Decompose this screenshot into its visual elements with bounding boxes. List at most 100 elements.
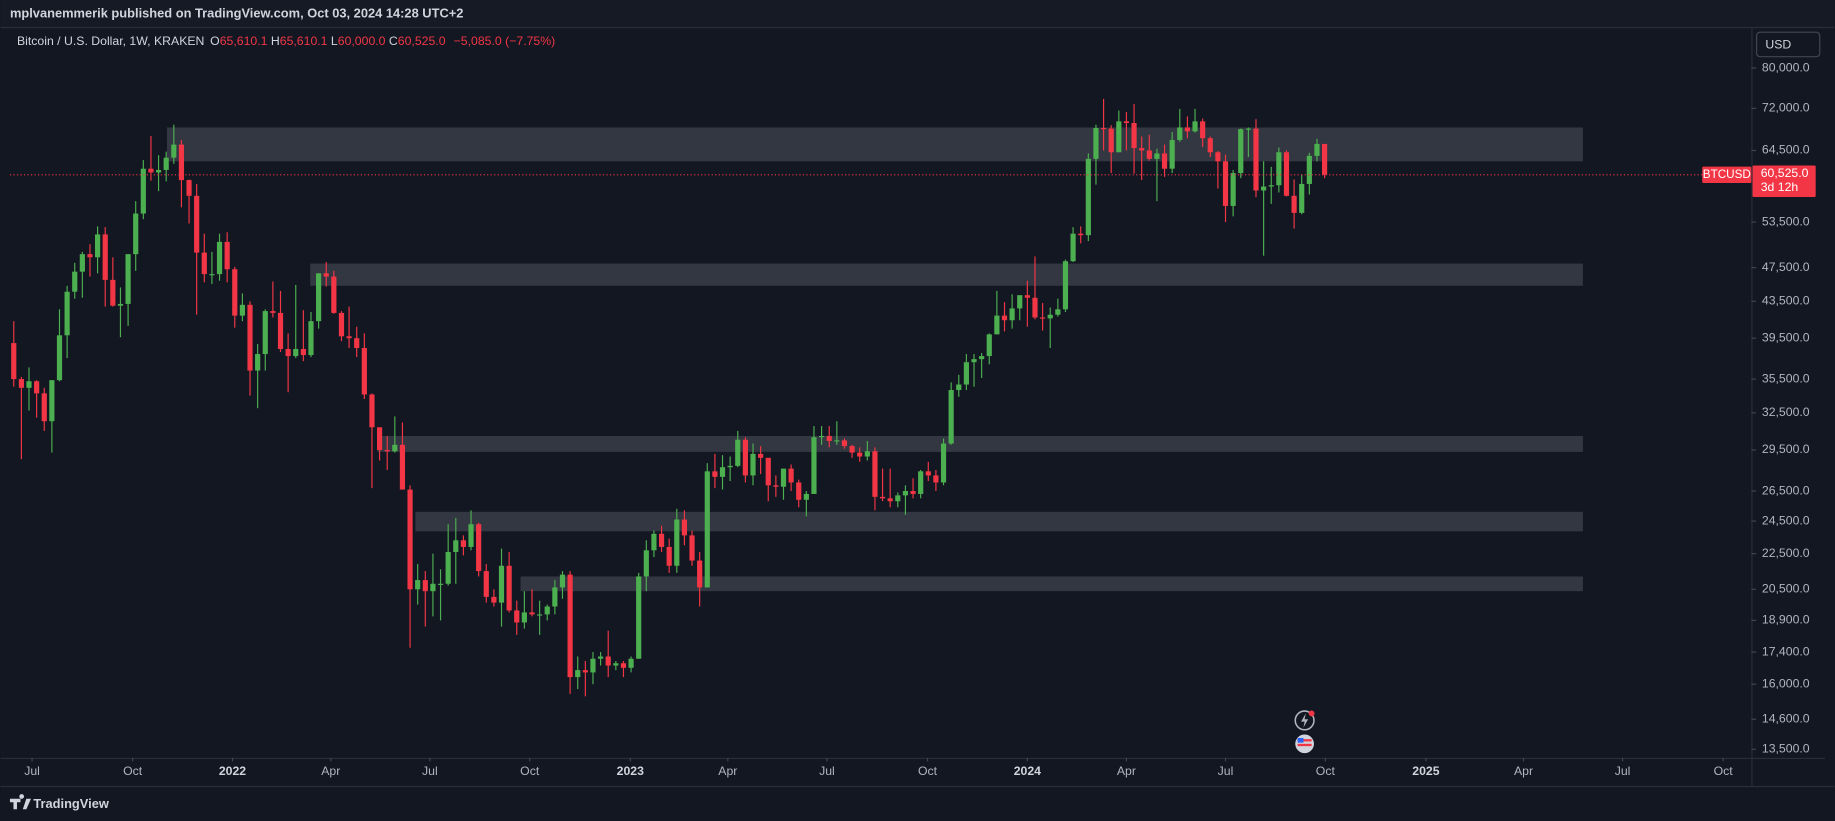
candle-body bbox=[239, 304, 245, 316]
candle-body bbox=[361, 348, 367, 395]
candle-body bbox=[148, 168, 154, 173]
candle-body bbox=[765, 457, 771, 486]
candle-body bbox=[1184, 127, 1190, 132]
x-tick-label: Apr bbox=[1514, 764, 1533, 778]
candle-body bbox=[1230, 173, 1236, 206]
candle-body bbox=[133, 213, 139, 255]
candle-body bbox=[247, 304, 253, 371]
candle-body bbox=[1154, 153, 1160, 159]
candle-body bbox=[849, 446, 855, 453]
candle-body bbox=[445, 551, 451, 584]
candle-body bbox=[1055, 309, 1061, 315]
candle-body bbox=[392, 444, 398, 452]
candle-body bbox=[902, 491, 909, 496]
currency-label[interactable]: USD bbox=[1765, 37, 1791, 51]
y-tick-label: 16,000.0 bbox=[1762, 676, 1810, 690]
candle-body bbox=[826, 435, 832, 441]
y-tick-label: 26,500.0 bbox=[1762, 483, 1810, 497]
candle-body bbox=[758, 453, 764, 458]
candle-body bbox=[163, 157, 169, 170]
candle-body bbox=[986, 334, 992, 357]
currency-button[interactable] bbox=[1756, 31, 1821, 58]
y-tick-label: 24,500.0 bbox=[1762, 513, 1810, 527]
candle-body bbox=[1276, 152, 1282, 186]
candle-body bbox=[1200, 121, 1206, 139]
candle-body bbox=[384, 449, 390, 452]
candle-body bbox=[1108, 128, 1114, 153]
countdown-label: 3d 12h bbox=[1761, 180, 1799, 194]
candle-body bbox=[56, 335, 63, 381]
candle-body bbox=[780, 468, 787, 487]
lightning-icon[interactable] bbox=[1294, 710, 1315, 731]
candle-body bbox=[49, 380, 55, 422]
x-tick-label: Apr bbox=[1117, 764, 1136, 778]
candle-body bbox=[437, 583, 444, 585]
candle-body bbox=[1238, 129, 1244, 174]
candle-body bbox=[796, 482, 802, 500]
candle-body bbox=[300, 349, 306, 356]
candle-body bbox=[658, 533, 665, 547]
candle-body bbox=[697, 560, 703, 588]
candle-body bbox=[811, 437, 817, 494]
candle-body bbox=[1192, 121, 1198, 132]
y-tick-label: 39,500.0 bbox=[1762, 330, 1810, 344]
price-badge bbox=[1752, 165, 1816, 198]
candle-body bbox=[887, 498, 893, 502]
candle-body bbox=[209, 274, 215, 276]
candle-body bbox=[879, 496, 886, 499]
candle-body bbox=[1207, 138, 1213, 153]
candle-body bbox=[194, 195, 200, 253]
x-tick-label: Oct bbox=[1316, 764, 1336, 778]
x-tick-label: Apr bbox=[321, 764, 340, 778]
candle-body bbox=[597, 656, 604, 659]
candle-body bbox=[1100, 127, 1107, 130]
candle-body bbox=[506, 565, 512, 611]
candle-body bbox=[346, 336, 352, 339]
candle-body bbox=[590, 658, 596, 673]
x-tick-label: 2023 bbox=[617, 764, 644, 778]
candle-body bbox=[712, 471, 718, 477]
candle-body bbox=[95, 234, 101, 258]
candle-body bbox=[1047, 314, 1053, 319]
legend-c: 60,525.0 bbox=[398, 34, 446, 48]
header-bar bbox=[0, 0, 1835, 27]
candle-body bbox=[1139, 148, 1145, 151]
x-tick-label: Oct bbox=[1714, 764, 1734, 778]
legend-o: 65,610.1 bbox=[220, 34, 268, 48]
sr-zone bbox=[166, 127, 1583, 162]
legend-o-label: O bbox=[210, 34, 220, 48]
candle-body bbox=[681, 519, 688, 536]
candle-body bbox=[864, 451, 870, 457]
candle-body bbox=[1291, 195, 1297, 213]
candle-body bbox=[171, 144, 177, 158]
candle-body bbox=[1169, 139, 1175, 169]
y-tick-label: 14,600.0 bbox=[1762, 711, 1810, 725]
candle-body bbox=[1085, 158, 1091, 236]
sr-zone bbox=[310, 263, 1583, 286]
candle-body bbox=[430, 583, 436, 592]
candle-body bbox=[468, 524, 474, 547]
candle-body bbox=[1070, 233, 1076, 262]
candle-body bbox=[26, 381, 32, 388]
candle-body bbox=[643, 550, 649, 577]
legend-l-label: L bbox=[331, 34, 338, 48]
candle-body bbox=[72, 271, 78, 292]
candle-body bbox=[399, 444, 406, 490]
candle-body bbox=[841, 440, 848, 447]
x-tick-label: 2022 bbox=[219, 764, 246, 778]
candle-body bbox=[773, 485, 779, 487]
candle-body bbox=[110, 279, 116, 306]
candle-body bbox=[293, 349, 299, 357]
candle-body bbox=[1001, 315, 1008, 321]
candle-body bbox=[552, 587, 558, 607]
candle-body bbox=[834, 440, 840, 442]
x-tick-label: Oct bbox=[918, 764, 938, 778]
candle-body bbox=[819, 435, 825, 438]
candle-body bbox=[994, 315, 1000, 335]
x-tick-label: Apr bbox=[718, 764, 737, 778]
y-tick-label: 17,400.0 bbox=[1762, 644, 1810, 658]
flag-stripe bbox=[1297, 743, 1312, 747]
candle-body bbox=[407, 489, 413, 590]
y-tick-label: 22,500.0 bbox=[1762, 546, 1810, 560]
